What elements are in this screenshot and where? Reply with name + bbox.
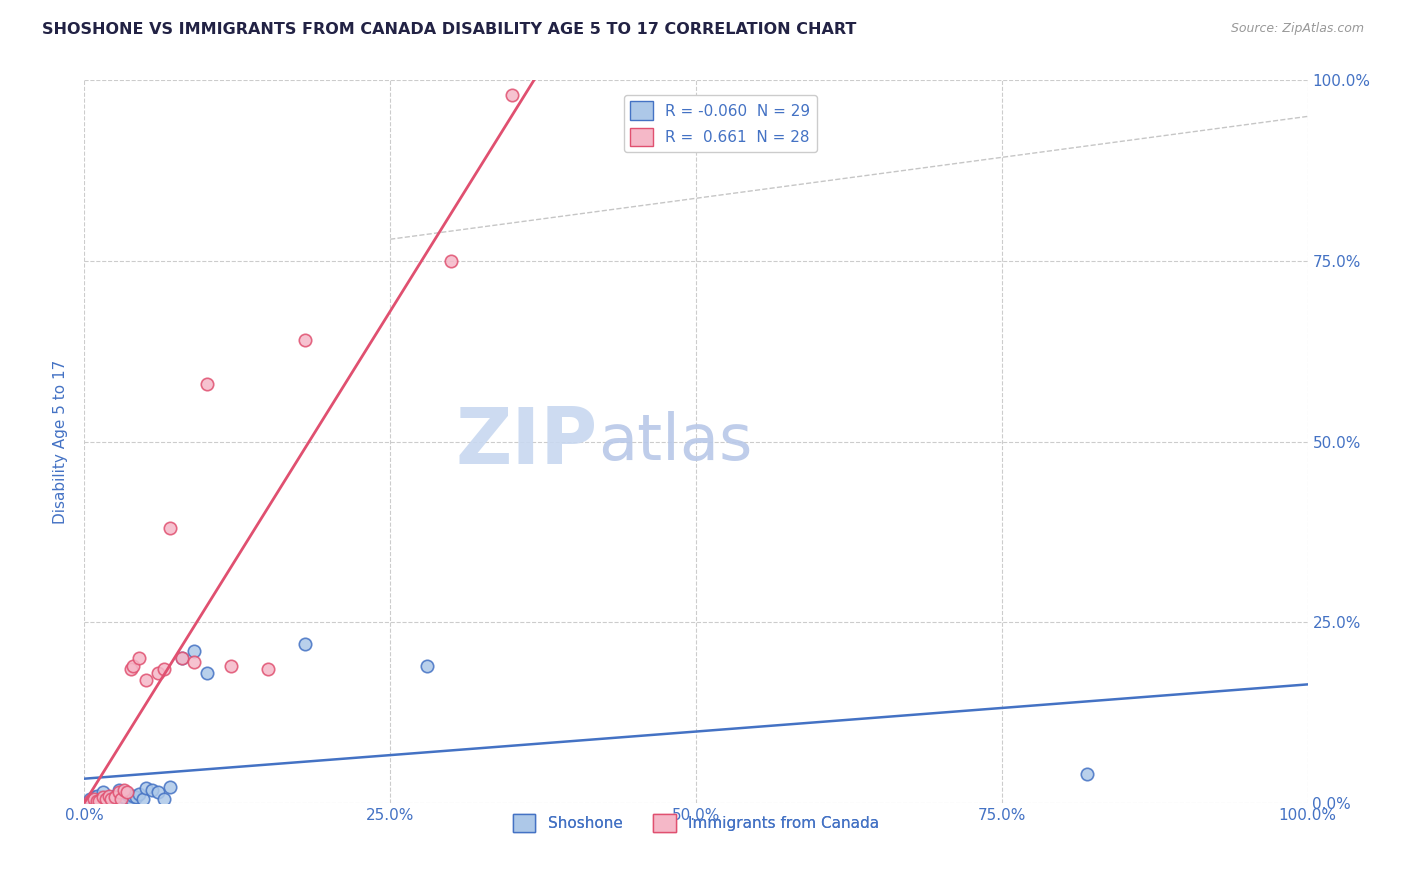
Point: [100, 792, 122, 806]
Point: [195, 665, 218, 680]
Point: [115, 787, 138, 801]
Point: [97, 789, 120, 803]
Point: [110, 792, 132, 806]
Text: ZIP: ZIP: [456, 403, 598, 480]
Point: [172, 651, 194, 665]
Point: [141, 782, 163, 797]
Point: [122, 789, 145, 803]
Point: [294, 637, 316, 651]
Point: [183, 655, 205, 669]
Point: [125, 790, 148, 805]
Point: [153, 662, 176, 676]
Point: [104, 789, 127, 803]
Point: [128, 787, 150, 801]
Point: [79, 794, 101, 808]
Point: [91, 790, 114, 805]
Point: [159, 780, 181, 794]
Point: [110, 792, 132, 806]
Point: [146, 785, 169, 799]
Point: [146, 665, 169, 680]
Point: [159, 521, 181, 535]
Point: [122, 658, 145, 673]
Point: [86, 789, 108, 803]
Point: [91, 785, 114, 799]
Y-axis label: Disability Age 5 to 17: Disability Age 5 to 17: [53, 359, 69, 524]
Point: [87, 794, 110, 808]
Point: [183, 644, 205, 658]
Point: [96, 792, 118, 806]
Point: [132, 792, 155, 806]
Point: [135, 673, 157, 687]
Point: [153, 792, 176, 806]
Point: [83, 790, 105, 805]
Point: [96, 792, 118, 806]
Point: [257, 662, 280, 676]
Text: Source: ZipAtlas.com: Source: ZipAtlas.com: [1230, 22, 1364, 36]
Point: [115, 785, 138, 799]
Text: SHOSHONE VS IMMIGRANTS FROM CANADA DISABILITY AGE 5 TO 17 CORRELATION CHART: SHOSHONE VS IMMIGRANTS FROM CANADA DISAB…: [42, 22, 856, 37]
Legend: Shoshone, Immigrants from Canada: Shoshone, Immigrants from Canada: [506, 807, 886, 838]
Point: [1076, 767, 1098, 781]
Point: [100, 792, 122, 806]
Point: [107, 782, 129, 797]
Point: [86, 794, 108, 808]
Text: atlas: atlas: [598, 410, 752, 473]
Point: [128, 651, 150, 665]
Point: [416, 658, 439, 673]
Point: [83, 792, 105, 806]
Point: [172, 651, 194, 665]
Point: [195, 376, 218, 391]
Point: [294, 334, 316, 348]
Point: [219, 658, 242, 673]
Point: [120, 792, 142, 806]
Point: [112, 790, 135, 805]
Point: [120, 662, 142, 676]
Point: [107, 785, 129, 799]
Point: [502, 87, 524, 102]
Point: [104, 790, 127, 805]
Point: [440, 253, 463, 268]
Point: [87, 794, 110, 808]
Point: [97, 790, 120, 805]
Point: [112, 782, 135, 797]
Point: [135, 781, 157, 796]
Point: [79, 792, 101, 806]
